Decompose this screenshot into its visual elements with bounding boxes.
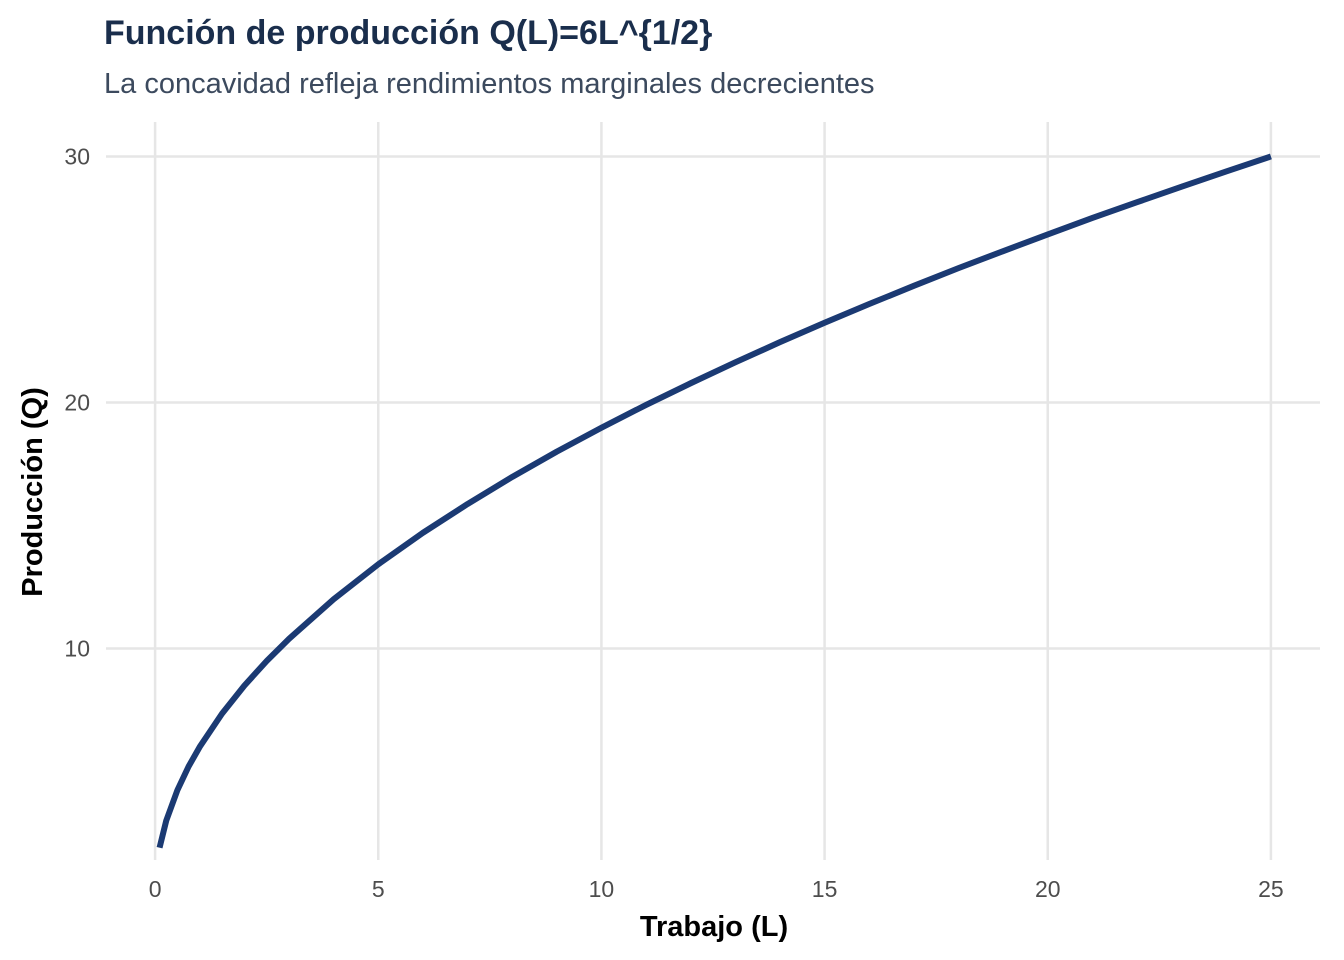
x-tick-label: 15 — [812, 876, 838, 902]
x-tick-label: 20 — [1035, 876, 1061, 902]
x-tick-label: 25 — [1258, 876, 1284, 902]
x-tick-label: 0 — [149, 876, 162, 902]
x-axis-title: Trabajo (L) — [640, 911, 788, 943]
chart-subtitle: La concavidad refleja rendimientos margi… — [104, 68, 875, 100]
y-tick-label: 10 — [64, 635, 90, 661]
x-tick-label: 5 — [372, 876, 385, 902]
y-axis-title: Producción (Q) — [17, 387, 49, 596]
tick-labels: 0 5 10 15 20 25 10 20 30 — [64, 143, 1283, 902]
grid-lines — [106, 122, 1320, 860]
series-layer — [156, 153, 1272, 849]
y-tick-label: 30 — [64, 143, 90, 169]
chart-title: Función de producción Q(L)=6L^{1/2} — [104, 14, 713, 52]
series-line — [156, 153, 1272, 849]
x-tick-label: 10 — [589, 876, 615, 902]
y-tick-label: 20 — [64, 389, 90, 415]
